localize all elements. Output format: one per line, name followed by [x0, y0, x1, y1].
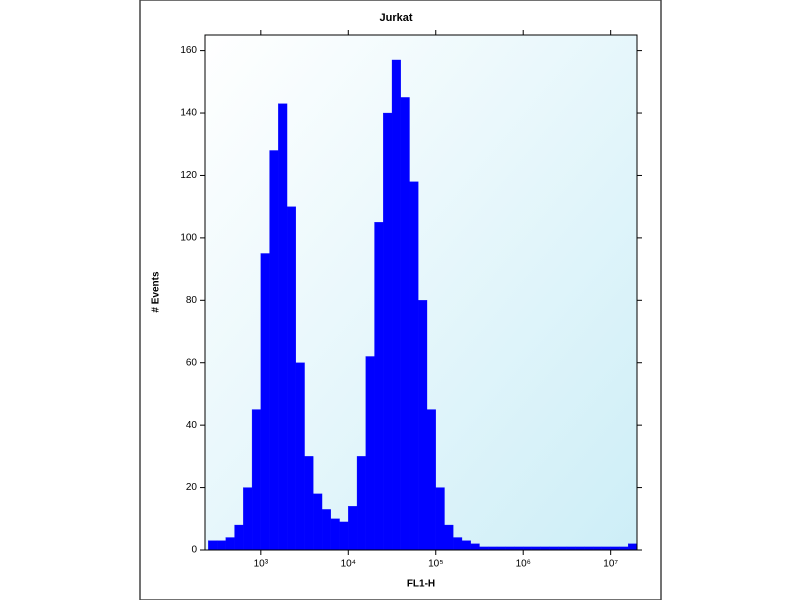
bar	[286, 206, 296, 551]
x-tick-label: 10⁵	[428, 559, 443, 570]
bar	[278, 103, 288, 551]
bar	[374, 222, 384, 551]
y-tick-label: 0	[191, 545, 197, 556]
y-tick-label: 40	[186, 420, 198, 431]
bar	[216, 540, 226, 551]
bar	[313, 493, 323, 551]
bar	[426, 409, 436, 551]
x-tick-label: 10⁶	[516, 559, 531, 570]
bar	[391, 59, 401, 551]
bar	[435, 487, 445, 551]
bar	[453, 537, 463, 551]
y-tick-label: 120	[180, 170, 197, 181]
bar	[628, 543, 638, 551]
chart-title: Jurkat	[379, 12, 412, 24]
bar	[269, 150, 279, 551]
x-tick-label: 10⁴	[341, 559, 356, 570]
bar	[260, 253, 270, 551]
bar	[208, 540, 218, 551]
bar	[418, 300, 428, 551]
bar	[400, 97, 410, 551]
bar	[409, 181, 419, 551]
bar	[304, 456, 314, 551]
plot-area	[204, 34, 638, 551]
bar	[348, 506, 358, 551]
bar	[365, 356, 375, 551]
bar	[225, 537, 235, 551]
x-tick-label: 10³	[254, 559, 269, 570]
x-axis-label: FL1-H	[407, 579, 435, 590]
bar	[243, 487, 253, 551]
bar	[295, 362, 305, 551]
y-tick-label: 100	[180, 233, 197, 244]
y-axis-label: # Events	[151, 271, 162, 313]
y-tick-label: 60	[186, 357, 198, 368]
bar	[383, 112, 393, 551]
bar	[470, 543, 480, 551]
x-tick-label: 10⁷	[603, 559, 618, 570]
bar	[234, 524, 244, 551]
y-tick-label: 140	[180, 108, 197, 119]
bar	[339, 521, 349, 551]
bar	[444, 524, 454, 551]
bar	[356, 456, 366, 551]
y-tick-label: 160	[180, 45, 197, 56]
bar	[330, 518, 340, 551]
y-tick-label: 20	[186, 482, 198, 493]
y-tick-label: 80	[186, 295, 198, 306]
bar	[251, 409, 261, 551]
bar	[321, 509, 331, 551]
bar	[461, 540, 471, 551]
